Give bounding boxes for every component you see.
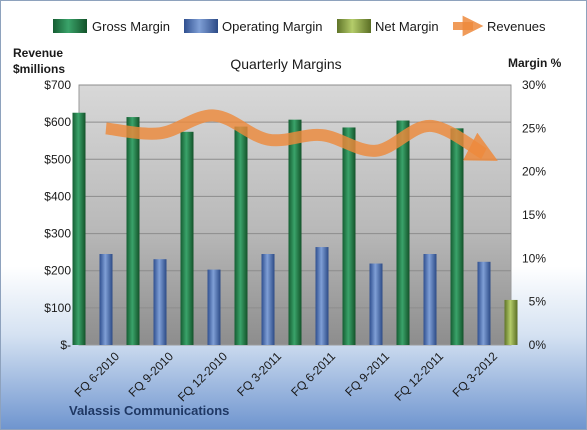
- right-axis-ticks: 0% 5% 10% 15% 20% 25% 30%: [522, 78, 546, 352]
- left-tick-label: $500: [44, 152, 71, 166]
- legend: Gross Margin Operating Margin Net Margin…: [53, 15, 546, 37]
- revenue-line: [105, 109, 498, 161]
- x-tick-label: FQ 3-2012: [450, 349, 501, 400]
- legend-swatch-gross: [53, 19, 87, 33]
- bars: [72, 112, 518, 346]
- right-tick-label: 20%: [522, 165, 546, 179]
- legend-swatch-operating: [184, 19, 218, 33]
- gross-margin-bar: [450, 128, 464, 345]
- left-tick-label: $300: [44, 227, 71, 241]
- legend-label-net: Net Margin: [375, 19, 439, 34]
- right-axis-title: Margin %: [508, 56, 562, 70]
- gross-margin-bar: [180, 131, 194, 345]
- x-tick-label: FQ 12-2010: [175, 349, 230, 404]
- x-tick-label: FQ 12-2011: [392, 349, 447, 404]
- operating-margin-bar: [477, 261, 491, 345]
- legend-swatch-net: [337, 19, 371, 33]
- right-tick-label: 15%: [522, 208, 546, 222]
- left-tick-label: $700: [44, 78, 71, 92]
- operating-margin-bar: [423, 254, 437, 345]
- legend-label-gross: Gross Margin: [92, 19, 170, 34]
- x-tick-label: FQ 6-2010: [72, 349, 123, 400]
- gross-margin-bar: [126, 117, 140, 345]
- gross-margin-bar: [288, 119, 302, 346]
- operating-margin-bar: [207, 269, 221, 345]
- left-tick-label: $600: [44, 115, 71, 129]
- company-footer: Valassis Communications: [69, 403, 229, 418]
- legend-label-revenues: Revenues: [487, 19, 546, 34]
- revenues-line: [105, 109, 498, 161]
- x-tick-label: FQ 6-2011: [288, 349, 338, 399]
- right-tick-label: 10%: [522, 251, 546, 265]
- left-tick-label: $400: [44, 189, 71, 203]
- left-tick-label: $-: [60, 338, 71, 352]
- x-tick-label: FQ 9-2010: [126, 349, 177, 400]
- right-tick-label: 30%: [522, 78, 546, 92]
- gross-margin-bar: [396, 120, 410, 346]
- left-axis-title-line1: Revenue: [13, 46, 63, 60]
- operating-margin-bar: [261, 254, 275, 345]
- right-tick-label: 25%: [522, 121, 546, 135]
- legend-label-operating: Operating Margin: [222, 19, 322, 34]
- chart-title: Quarterly Margins: [230, 56, 341, 72]
- operating-margin-bar: [369, 263, 383, 345]
- operating-margin-bar: [153, 259, 167, 345]
- gross-margin-bar: [72, 112, 86, 345]
- gross-margin-bar: [342, 127, 356, 345]
- net-margin-bar: [504, 299, 518, 345]
- left-axis-ticks: $- $100 $200 $300 $400 $500 $600 $700: [44, 78, 71, 352]
- left-tick-label: $100: [44, 301, 71, 315]
- gross-margin-bar: [234, 126, 248, 345]
- right-tick-label: 5%: [529, 295, 547, 309]
- right-tick-label: 0%: [529, 338, 547, 352]
- operating-margin-bar: [99, 254, 113, 345]
- left-axis-title-line2: $millions: [13, 62, 65, 76]
- x-tick-label: FQ 3-2011: [234, 349, 284, 399]
- left-tick-label: $200: [44, 264, 71, 278]
- operating-margin-bar: [315, 247, 329, 345]
- x-tick-label: FQ 9-2011: [342, 349, 392, 399]
